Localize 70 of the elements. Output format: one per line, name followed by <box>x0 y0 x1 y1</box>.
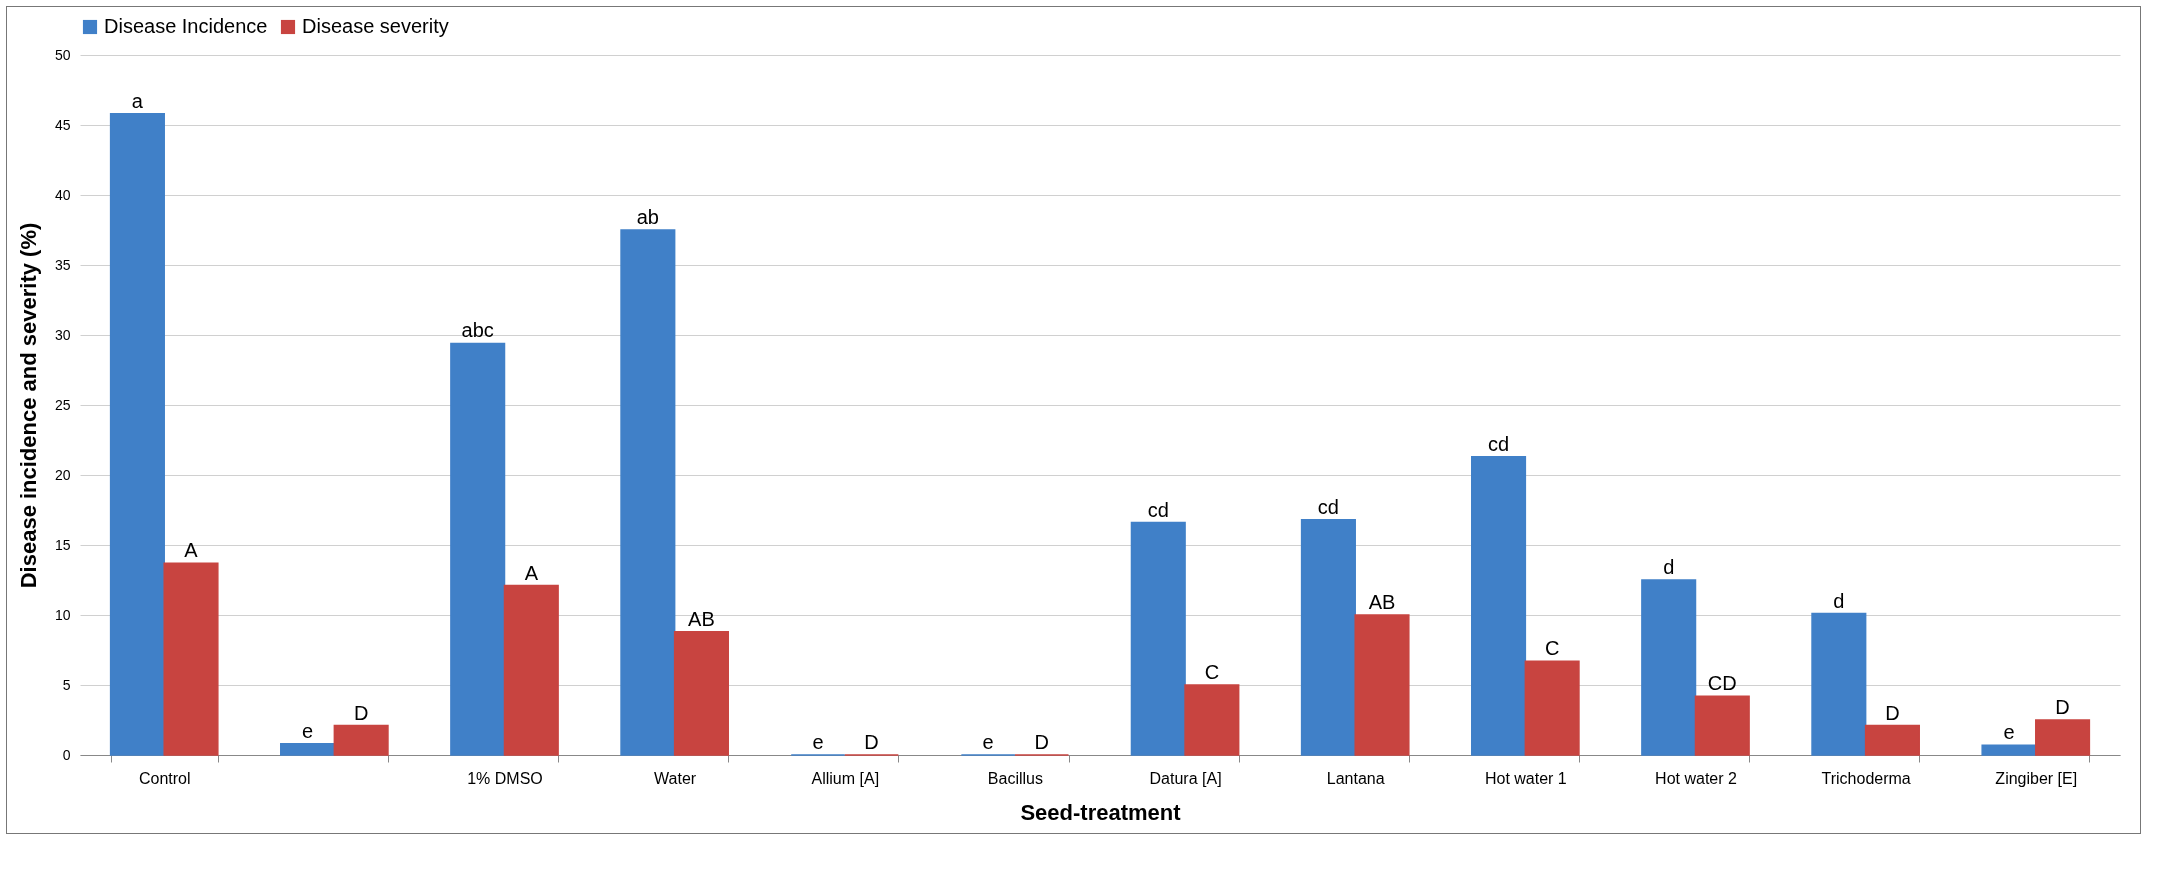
data-label: a <box>131 89 144 112</box>
x-tick-label: 1% DMSO <box>467 769 543 787</box>
x-tick-label: Allium [A] <box>811 769 880 787</box>
data-label: d <box>1833 589 1845 612</box>
data-label: D <box>1034 731 1049 753</box>
bar <box>280 743 336 756</box>
data-label: AB <box>688 607 715 630</box>
legend-label: Disease severity <box>302 15 449 37</box>
bar <box>1864 724 1920 756</box>
x-tick-label: Water <box>654 769 697 787</box>
bar <box>1184 684 1240 756</box>
y-tick-label: 45 <box>54 116 71 133</box>
bar <box>620 229 676 756</box>
y-tick-label: 50 <box>54 46 71 63</box>
x-tick-label: Trichoderma <box>1821 769 1911 787</box>
y-tick-label: 15 <box>54 536 71 553</box>
bar <box>503 584 559 756</box>
bar <box>1130 521 1186 756</box>
bar <box>1981 744 2037 756</box>
x-axis-title: Seed-treatment <box>1020 799 1182 825</box>
data-label: e <box>982 731 994 753</box>
y-tick-label: 5 <box>62 676 71 693</box>
data-label: cd <box>1317 495 1339 518</box>
bar <box>1524 660 1580 756</box>
y-tick-label: 35 <box>54 256 71 273</box>
x-tick-label: Control <box>138 769 191 787</box>
data-label: AB <box>1368 591 1396 613</box>
x-tick-label: Datura [A] <box>1149 769 1222 787</box>
bar <box>1300 519 1356 756</box>
y-tick-label: 10 <box>54 606 71 623</box>
data-label: D <box>864 731 879 753</box>
y-axis-title: Disease incidence and severity (%) <box>15 222 41 589</box>
bar <box>333 724 389 756</box>
data-label: D <box>353 701 369 724</box>
y-tick-label: 30 <box>54 326 71 343</box>
bar <box>109 113 165 756</box>
data-label: e <box>812 731 824 753</box>
x-tick-label: Hot water 1 <box>1484 769 1567 787</box>
data-label: A <box>184 539 199 562</box>
x-tick-label: Bacillus <box>987 769 1043 787</box>
data-label: D <box>1885 701 1900 724</box>
data-label: CD <box>1707 672 1737 695</box>
y-tick-label: 0 <box>62 746 71 763</box>
data-label: D <box>2055 696 2070 718</box>
x-tick-label: Lantana <box>1326 769 1385 787</box>
y-tick-label: 25 <box>54 396 71 413</box>
bar <box>1641 579 1697 756</box>
bar <box>163 562 219 756</box>
data-label: e <box>302 719 314 742</box>
bar <box>673 631 729 756</box>
x-tick-label: Zingiber [E] <box>1995 769 2078 787</box>
data-label: e <box>2003 721 2015 744</box>
data-label: cd <box>1147 498 1169 521</box>
bar <box>1354 614 1410 756</box>
y-tick-label: 20 <box>54 466 71 483</box>
bar <box>1471 456 1527 756</box>
data-label: abc <box>461 319 494 342</box>
legend-label: Disease Incidence <box>104 15 268 37</box>
data-label: ab <box>636 206 659 228</box>
y-tick-label: 40 <box>54 186 71 203</box>
x-tick-label: Hot water 2 <box>1655 769 1737 787</box>
data-label: C <box>1204 661 1220 683</box>
data-label: C <box>1544 637 1560 660</box>
data-label: d <box>1663 556 1675 578</box>
data-label: cd <box>1487 432 1510 455</box>
bar <box>2035 719 2091 756</box>
bar <box>1811 612 1867 756</box>
bar <box>1694 695 1750 756</box>
data-label: A <box>524 561 539 584</box>
bar <box>450 342 506 756</box>
